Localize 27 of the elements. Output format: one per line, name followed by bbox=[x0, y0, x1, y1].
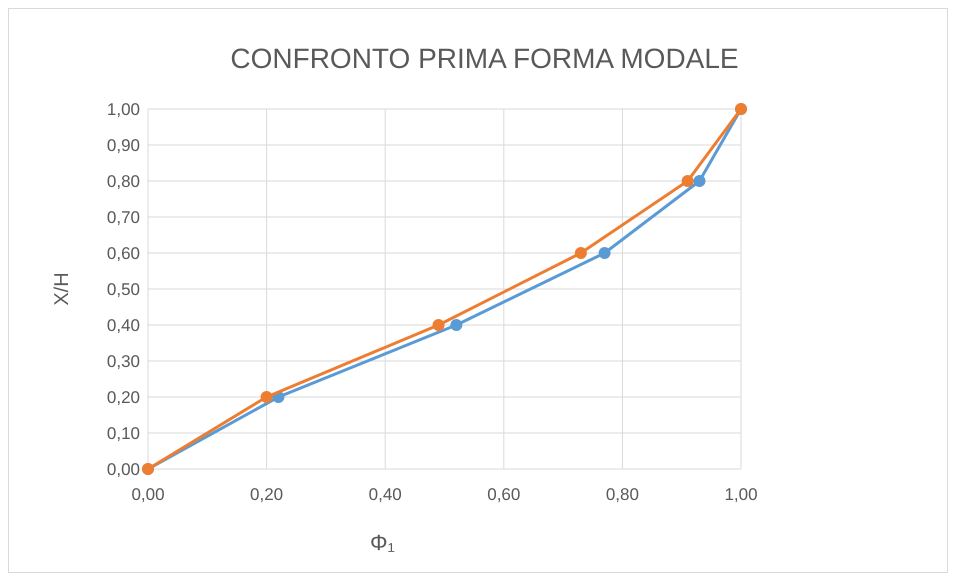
y-tick-label: 0,20 bbox=[106, 388, 140, 407]
point bbox=[432, 319, 445, 331]
point bbox=[450, 319, 462, 331]
point bbox=[574, 247, 587, 259]
chart-title: CONFRONTO PRIMA FORMA MODALE bbox=[230, 43, 739, 74]
y-tick-label: 0,10 bbox=[106, 424, 140, 443]
point bbox=[260, 391, 273, 403]
y-tick-label: 0,40 bbox=[106, 316, 140, 335]
y-axis-title: X/H bbox=[51, 272, 73, 306]
y-tick-label: 0,00 bbox=[106, 460, 140, 479]
x-axis-title: Φ₁ bbox=[370, 530, 395, 555]
point bbox=[682, 175, 694, 187]
y-tick-label: 0,80 bbox=[106, 172, 140, 191]
point bbox=[598, 247, 611, 259]
x-tick-label: 0,20 bbox=[250, 485, 284, 504]
y-tick-label: 0,90 bbox=[106, 136, 140, 155]
y-tick-label: 0,30 bbox=[106, 352, 140, 371]
y-tick-label: 0,70 bbox=[106, 208, 140, 227]
y-tick-label: 0,60 bbox=[106, 244, 140, 263]
point bbox=[693, 175, 706, 187]
x-tick-label: 0,60 bbox=[487, 485, 520, 504]
y-tick-label: 1,00 bbox=[106, 100, 140, 119]
x-tick-label: 1,00 bbox=[724, 485, 758, 504]
x-tick-label: 0,40 bbox=[368, 485, 402, 504]
y-tick-label: 0,50 bbox=[106, 280, 140, 299]
x-tick-label: 0,00 bbox=[131, 485, 165, 504]
x-tick-label: 0,80 bbox=[606, 485, 639, 504]
